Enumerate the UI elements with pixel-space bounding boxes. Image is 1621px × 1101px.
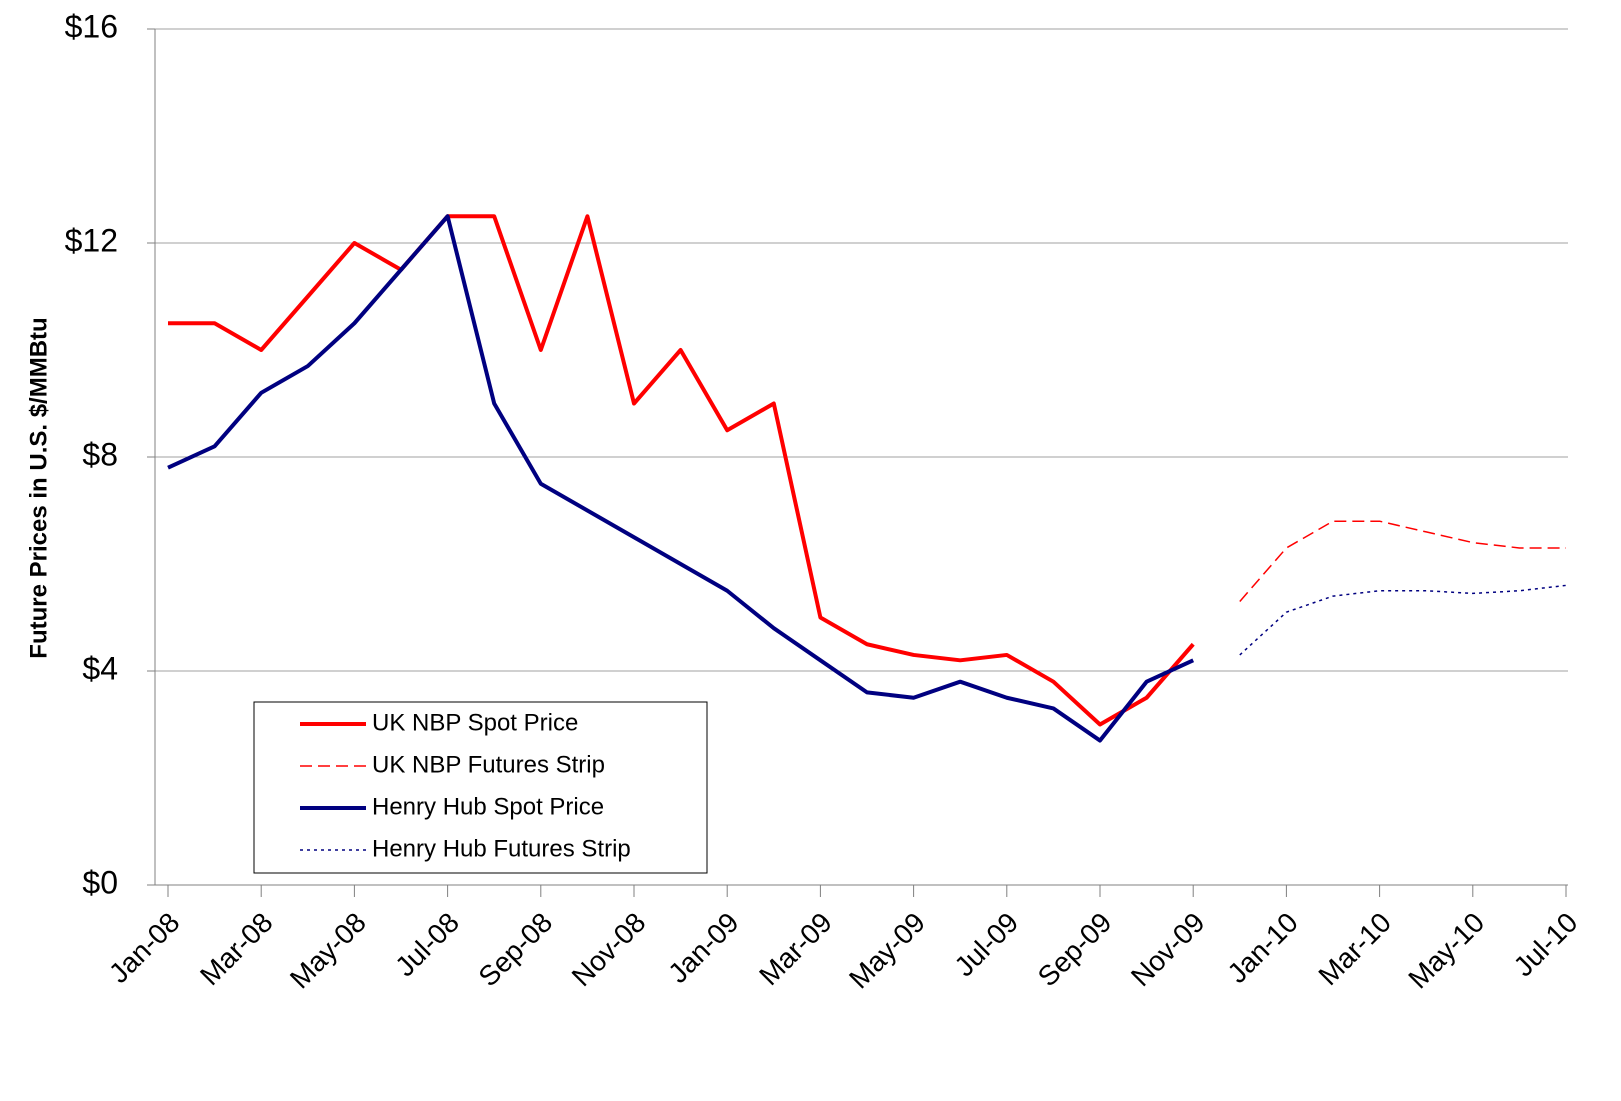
x-tick-label: Mar-10 <box>1312 907 1397 992</box>
x-tick-label: May-09 <box>843 907 931 995</box>
x-tick-label: Sep-09 <box>1032 907 1118 993</box>
series-line <box>167 214 1195 743</box>
x-tick-label: Jul-10 <box>1508 907 1584 983</box>
x-tick-label: Mar-09 <box>753 907 838 992</box>
y-tick-label: $0 <box>82 864 118 900</box>
x-tick-label: Jan-08 <box>103 907 185 989</box>
x-tick-label: Nov-08 <box>566 907 652 993</box>
x-tick-label: May-08 <box>284 907 372 995</box>
legend-label: Henry Hub Spot Price <box>372 793 604 820</box>
y-axis-label: Future Prices in U.S. $/MMBtu <box>25 317 52 658</box>
x-tick-label: Jul-09 <box>948 907 1024 983</box>
legend-box <box>253 701 708 874</box>
series-line <box>1239 584 1567 656</box>
y-tick-label: $12 <box>65 222 118 258</box>
legend-label: UK NBP Futures Strip <box>372 751 605 778</box>
x-tick-label: Nov-09 <box>1125 907 1211 993</box>
legend-label: UK NBP Spot Price <box>372 709 578 736</box>
legend: UK NBP Spot Price UK NBP Futures Strip Hen… <box>253 701 708 874</box>
x-tick-label: May-10 <box>1402 907 1490 995</box>
series-line <box>168 214 1195 727</box>
legend-label: Henry Hub Futures Strip <box>372 835 631 862</box>
series-line <box>1239 520 1566 602</box>
x-tick-label: Mar-08 <box>194 907 279 992</box>
y-tick-label: $4 <box>82 650 118 686</box>
x-tick-label: Jul-08 <box>389 907 465 983</box>
x-tick-label: Jan-09 <box>662 907 744 989</box>
x-tick-label: Sep-08 <box>472 907 558 993</box>
x-tick-label: Jan-10 <box>1221 907 1303 989</box>
y-tick-label: $8 <box>82 436 118 472</box>
y-tick-label: $16 <box>65 8 118 44</box>
